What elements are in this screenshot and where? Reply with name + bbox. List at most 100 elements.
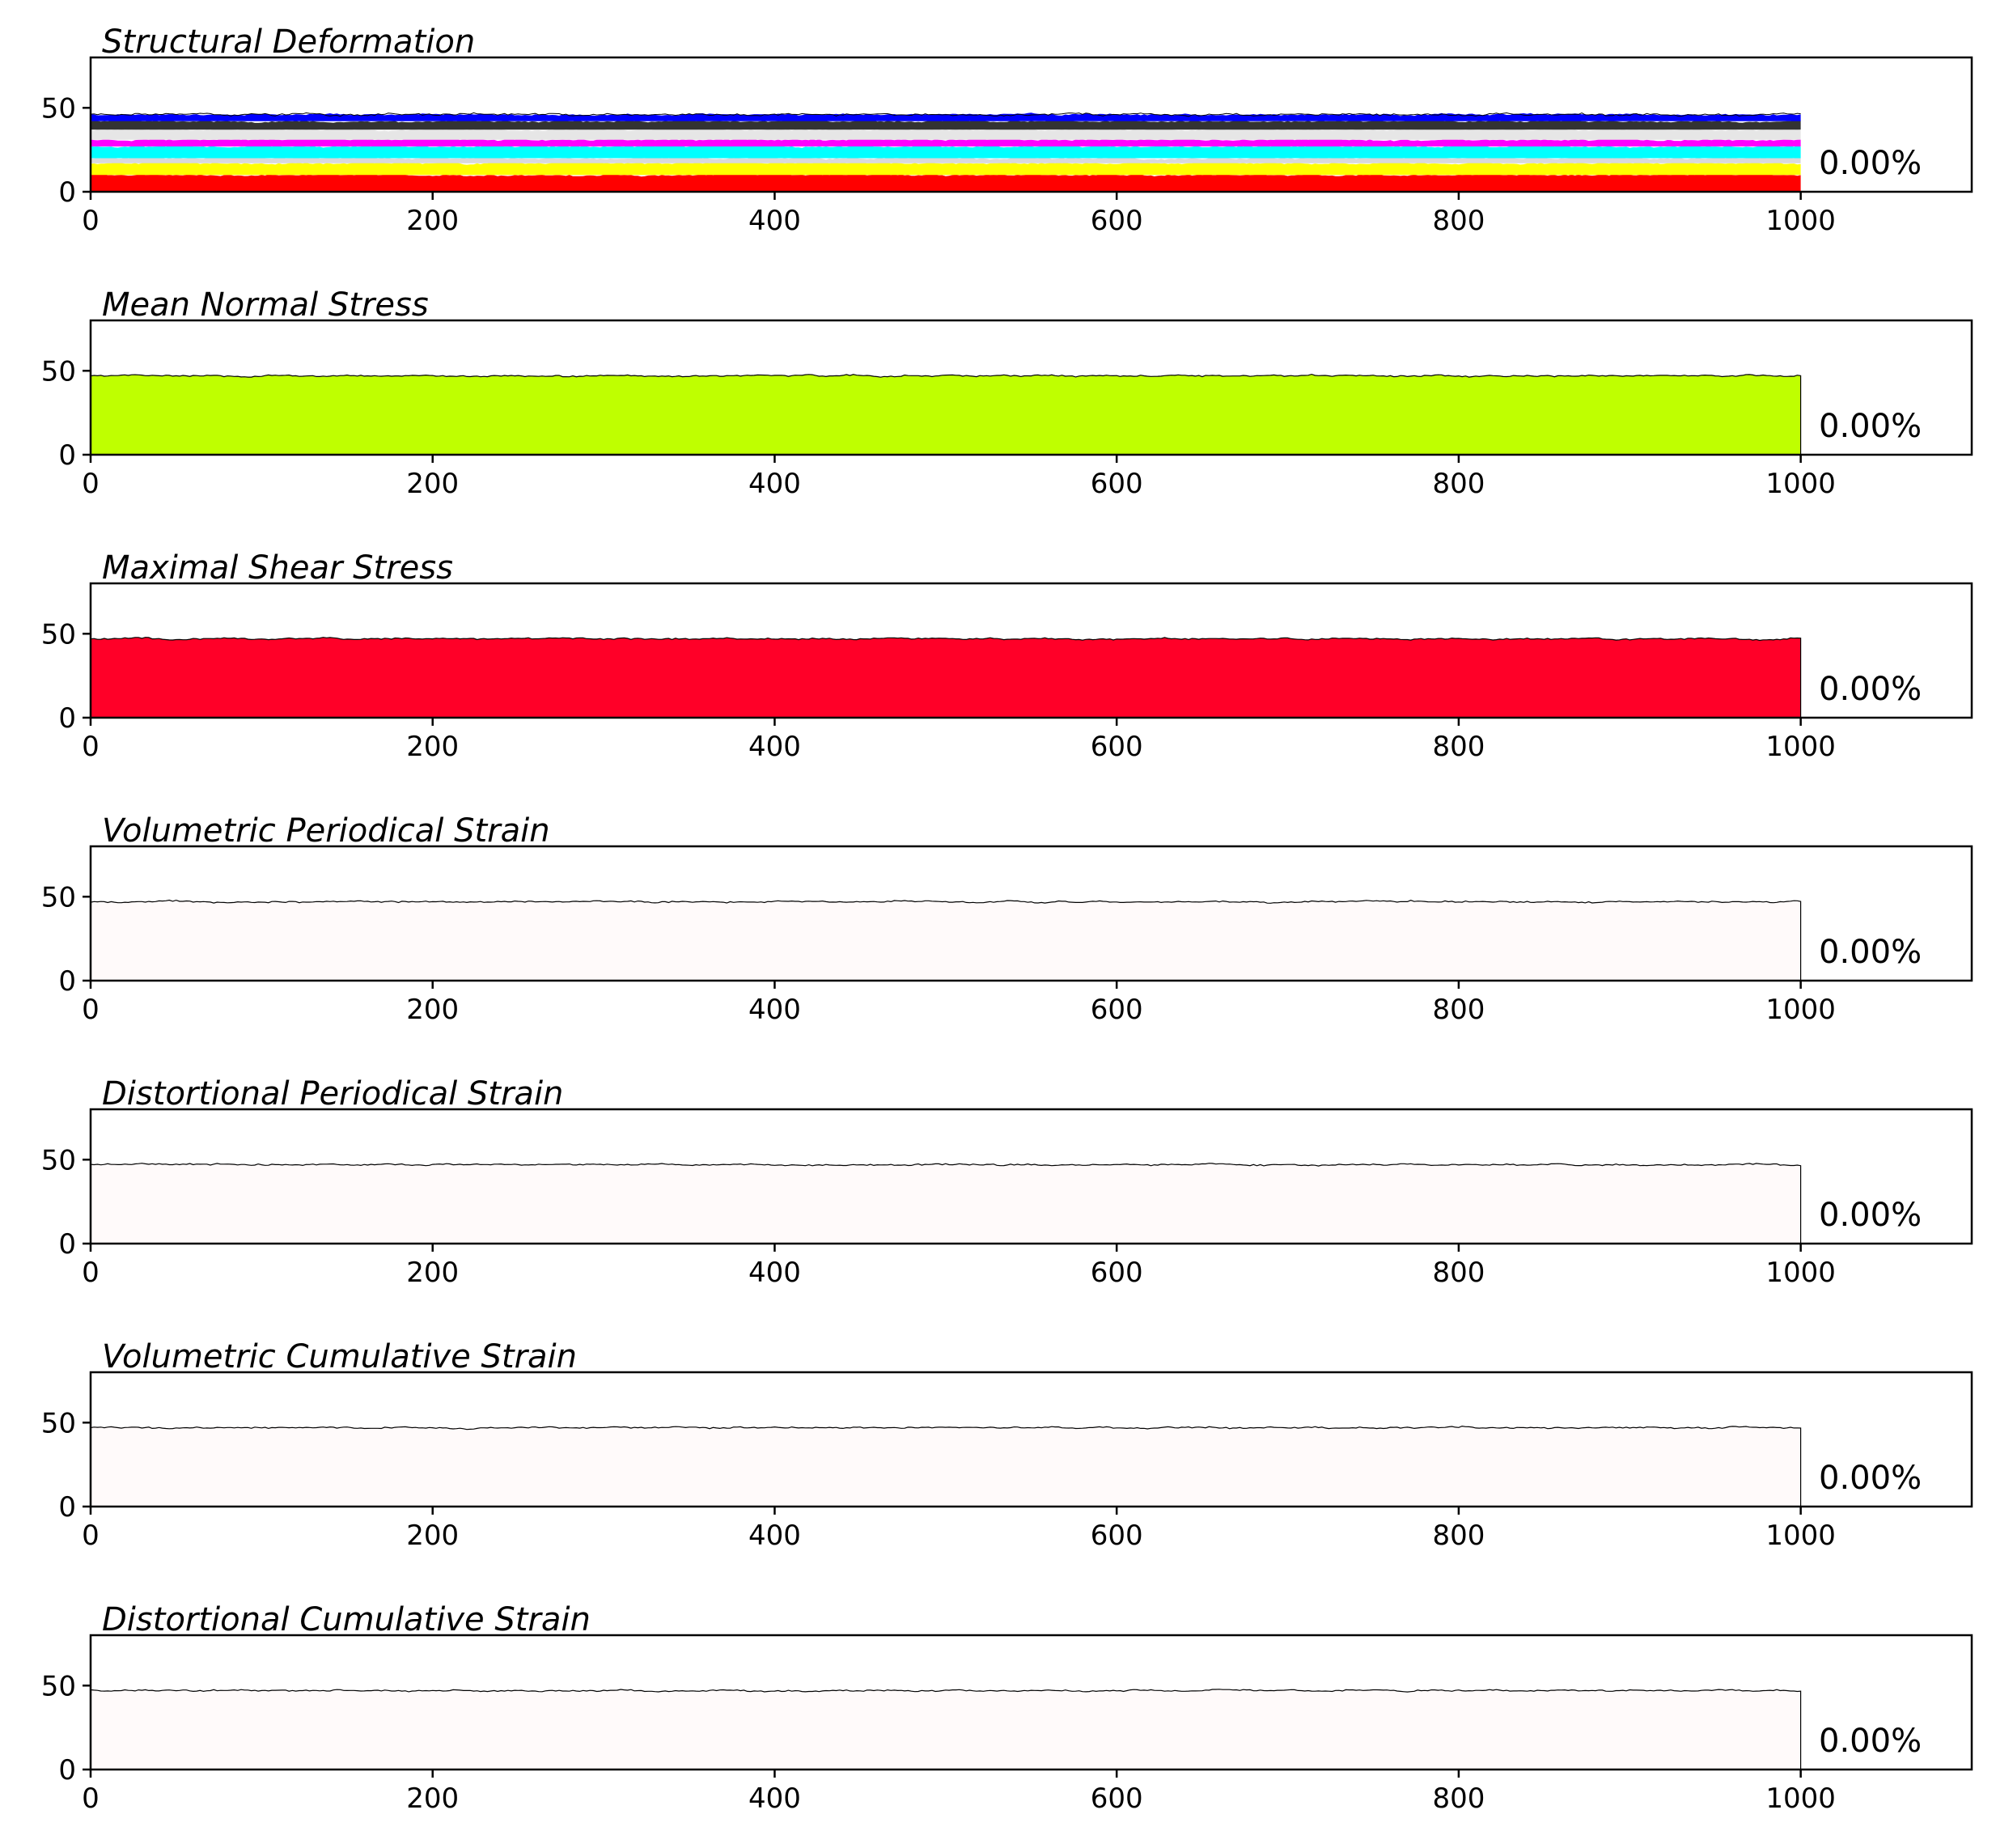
x-tick-label: 800 [1432,1257,1485,1289]
x-tick-label: 600 [1091,1257,1143,1289]
x-tick-label: 600 [1091,468,1143,500]
percent-annotation: 0.00% [1819,1723,1922,1760]
series-line [90,1689,1802,1770]
x-tick-label: 200 [406,1782,459,1815]
y-tick-label: 0 [58,1228,76,1261]
y-tick-label: 0 [58,702,76,735]
x-tick-label: 1000 [1765,1257,1836,1289]
x-tick-label: 200 [406,994,459,1026]
x-tick-label: 200 [406,205,459,237]
band-area [91,156,1801,163]
x-tick-label: 400 [748,731,801,763]
panel: 0 200 400 600 800 1000 0 50 Distortional Cumulat… [41,1601,1973,1815]
percent-annotation: 0.00% [1819,1197,1922,1234]
x-tick-label: 0 [82,994,100,1026]
x-tick-label: 600 [1091,731,1143,763]
y-tick-label: 0 [58,965,76,998]
x-tick-label: 0 [82,1520,100,1552]
panel-title: Distortional Cumulative Strain [102,1601,591,1638]
x-tick-label: 400 [748,1782,801,1815]
x-tick-label: 600 [1091,1520,1143,1552]
axes-frame [89,1108,1973,1245]
x-tick-label: 800 [1432,468,1485,500]
x-tick-label: 600 [1091,1782,1143,1815]
band-area [91,112,1801,121]
x-tick-label: 0 [82,205,100,237]
x-tick-label: 400 [748,994,801,1026]
axes-frame [89,845,1973,982]
x-tick-label: 200 [406,1520,459,1552]
panel: 0 200 400 600 800 1000 0 50 Distortional Periodi… [41,1075,1973,1289]
x-tick-label: 200 [406,1257,459,1289]
x-tick-label: 400 [748,1520,801,1552]
axes-frame [89,582,1973,719]
band-area [91,173,1801,192]
band-area [91,138,1801,146]
x-tick-label: 1000 [1765,1520,1836,1552]
series-area [91,1689,1801,1770]
x-tick-label: 800 [1432,1782,1485,1815]
x-tick-label: 0 [82,1782,100,1815]
x-tick-label: 1000 [1765,205,1836,237]
series-line [90,1163,1802,1244]
x-tick-label: 0 [82,731,100,763]
x-tick-label: 400 [748,205,801,237]
series-line [90,373,1802,455]
x-tick-label: 0 [82,1257,100,1289]
x-tick-label: 1000 [1765,1782,1836,1815]
x-tick-label: 1000 [1765,731,1836,763]
percent-annotation: 0.00% [1819,408,1922,445]
panel: 0 200 400 600 800 1000 0 50 Structural Deformati… [41,23,1973,237]
series-area [91,1163,1801,1244]
band-area [91,161,1801,176]
y-tick-label: 50 [41,881,76,913]
band-area [91,145,1801,159]
axes-frame [89,319,1973,456]
x-tick-label: 800 [1432,731,1485,763]
axes-frame [89,56,1973,193]
x-tick-label: 200 [406,731,459,763]
y-tick-label: 0 [58,439,76,472]
y-tick-label: 0 [58,1491,76,1524]
axes-frame [89,1634,1973,1771]
panel: 0 200 400 600 800 1000 0 50 Mean Normal Stress 0.… [41,286,1973,500]
percent-annotation: 0.00% [1819,934,1922,971]
y-tick-label: 50 [41,618,76,651]
y-tick-label: 50 [41,355,76,388]
series-line [90,637,1802,718]
panel-title: Structural Deformation [102,23,475,61]
x-tick-label: 600 [1091,205,1143,237]
y-tick-label: 0 [58,1754,76,1787]
series-area [91,900,1801,981]
series-area [91,374,1801,455]
x-tick-label: 400 [748,468,801,500]
panel-title: Volumetric Cumulative Strain [102,1338,577,1375]
band-area [91,120,1801,130]
x-tick-label: 400 [748,1257,801,1289]
percent-annotation: 0.00% [1819,145,1922,182]
x-tick-label: 1000 [1765,994,1836,1026]
x-tick-label: 1000 [1765,468,1836,500]
series-line [90,899,1802,981]
y-tick-label: 50 [41,1407,76,1439]
percent-annotation: 0.00% [1819,671,1922,708]
axes-frame [89,1371,1973,1508]
y-tick-label: 0 [58,176,76,209]
x-tick-label: 0 [82,468,100,500]
panel: 0 200 400 600 800 1000 0 50 Maximal Shear Stress… [41,549,1973,763]
panel-title: Mean Normal Stress [102,286,429,324]
series-line [90,1425,1802,1507]
x-tick-label: 800 [1432,1520,1485,1552]
x-tick-label: 800 [1432,205,1485,237]
percent-annotation: 0.00% [1819,1460,1922,1497]
top-edge-line [90,112,1801,117]
panel: 0 200 400 600 800 1000 0 50 Volumetric Cumulativ… [41,1338,1973,1552]
x-tick-label: 200 [406,468,459,500]
y-tick-label: 50 [41,1144,76,1176]
panel-title: Maximal Shear Stress [102,549,453,587]
x-tick-label: 600 [1091,994,1143,1026]
panel-title: Distortional Periodical Strain [102,1075,563,1113]
y-tick-label: 50 [41,92,76,125]
band-area [91,128,1801,140]
